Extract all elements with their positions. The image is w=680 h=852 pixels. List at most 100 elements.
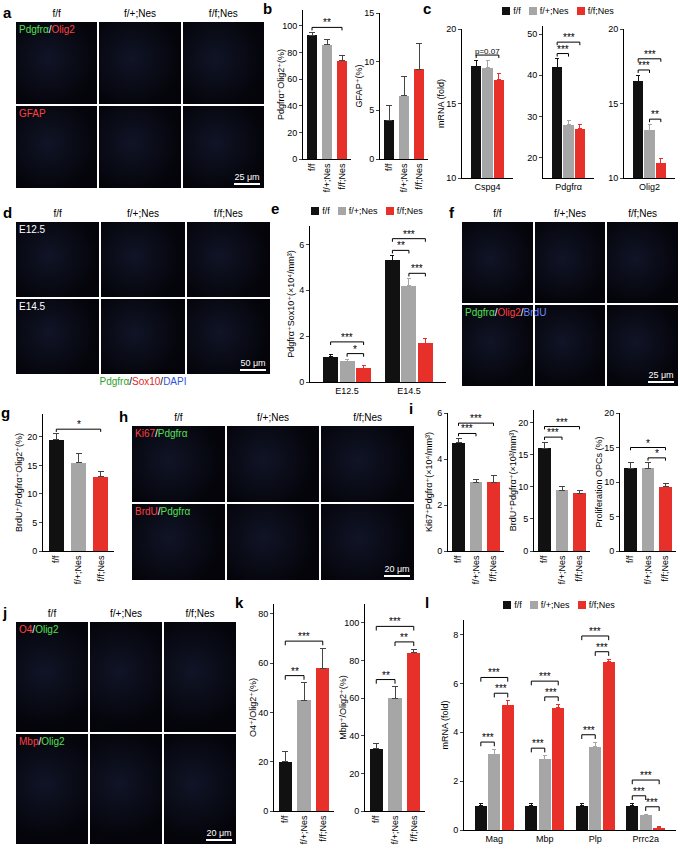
svg-text:***: ***	[583, 725, 595, 736]
svg-text:Proliferation OPCs (%): Proliferation OPCs (%)	[594, 436, 604, 527]
svg-text:f/+;Nes: f/+;Nes	[557, 555, 567, 584]
svg-text:p=0.07: p=0.07	[475, 47, 500, 56]
svg-text:f/f: f/f	[51, 555, 61, 563]
svg-text:2: 2	[299, 331, 304, 341]
svg-text:5: 5	[32, 518, 37, 528]
svg-text:Prrc2a: Prrc2a	[632, 834, 659, 844]
svg-text:0: 0	[354, 806, 359, 816]
svg-text:10: 10	[604, 477, 614, 487]
svg-text:6: 6	[299, 240, 304, 250]
svg-text:f/f;Nes: f/f;Nes	[409, 815, 419, 842]
svg-text:40: 40	[527, 70, 537, 80]
svg-text:10: 10	[608, 173, 618, 183]
svg-text:***: ***	[589, 626, 601, 637]
svg-text:***: ***	[539, 671, 551, 682]
svg-text:Pdgfrα⁺Sox10⁺(×10⁴/mm³): Pdgfrα⁺Sox10⁺(×10⁴/mm³)	[286, 250, 296, 357]
svg-text:50: 50	[527, 29, 537, 39]
svg-text:0: 0	[292, 154, 297, 164]
svg-text:40: 40	[258, 708, 268, 718]
svg-text:80: 80	[258, 609, 268, 619]
svg-text:20: 20	[604, 408, 614, 418]
svg-text:0: 0	[369, 154, 374, 164]
svg-text:f/+;Nes: f/+;Nes	[643, 555, 653, 584]
svg-text:20: 20	[287, 128, 297, 138]
svg-text:***: ***	[298, 631, 310, 642]
svg-text:f/f;Nes: f/f;Nes	[96, 555, 106, 582]
svg-text:f/f;Nes: f/f;Nes	[318, 815, 328, 842]
svg-text:4: 4	[453, 727, 458, 737]
svg-text:8: 8	[453, 630, 458, 640]
svg-text:100: 100	[344, 618, 359, 628]
svg-text:***: ***	[470, 413, 482, 424]
svg-text:20: 20	[527, 153, 537, 163]
svg-text:f/+;Nes: f/+;Nes	[471, 555, 481, 584]
svg-text:Pdgfrα: Pdgfrα	[555, 182, 582, 192]
svg-text:*: *	[353, 344, 357, 355]
svg-text:*: *	[77, 419, 81, 430]
svg-text:0: 0	[32, 546, 37, 556]
svg-text:***: ***	[596, 642, 608, 653]
svg-text:f/+;Nes: f/+;Nes	[73, 555, 83, 584]
svg-text:BrdU⁺/Pdgfrα⁺Olig2⁺(%): BrdU⁺/Pdgfrα⁺Olig2⁺(%)	[14, 433, 24, 532]
svg-text:f/f;Nes: f/f;Nes	[488, 555, 498, 582]
svg-text:GFAP⁺(%): GFAP⁺(%)	[354, 65, 364, 108]
svg-text:Mag: Mag	[486, 834, 504, 844]
svg-text:20: 20	[258, 757, 268, 767]
svg-text:***: ***	[644, 49, 656, 60]
svg-text:Pdgfrα⁺Olig2⁺(%): Pdgfrα⁺Olig2⁺(%)	[276, 49, 286, 120]
svg-text:10: 10	[27, 489, 37, 499]
svg-text:f/f;Nes: f/f;Nes	[414, 163, 424, 190]
svg-text:2: 2	[453, 776, 458, 786]
svg-text:Ki67⁺Pdgfrα⁺(×10⁴/mm³): Ki67⁺Pdgfrα⁺(×10⁴/mm³)	[424, 432, 434, 532]
svg-text:***: ***	[411, 263, 423, 274]
svg-text:0: 0	[453, 825, 458, 835]
svg-text:60: 60	[258, 658, 268, 668]
svg-text:80: 80	[287, 48, 297, 58]
svg-text:f/f: f/f	[539, 555, 549, 563]
svg-text:40: 40	[349, 731, 359, 741]
svg-text:Mbp⁺/Olig2⁺(%): Mbp⁺/Olig2⁺(%)	[338, 675, 348, 740]
svg-text:4: 4	[437, 454, 442, 464]
svg-text:**: **	[651, 109, 659, 120]
svg-text:15: 15	[27, 461, 37, 471]
svg-text:20: 20	[27, 432, 37, 442]
svg-text:40: 40	[287, 101, 297, 111]
svg-text:15: 15	[518, 450, 528, 460]
svg-text:f/+;Nes: f/+;Nes	[390, 815, 400, 844]
svg-text:BrdU⁺Pdgfrα⁺(×10³/mm³): BrdU⁺Pdgfrα⁺(×10³/mm³)	[508, 430, 518, 531]
svg-text:***: ***	[547, 427, 559, 438]
svg-text:80: 80	[349, 656, 359, 666]
svg-text:f/+;Nes: f/+;Nes	[322, 163, 332, 192]
svg-text:0: 0	[437, 546, 442, 556]
svg-text:***: ***	[640, 770, 652, 781]
svg-text:***: ***	[557, 44, 569, 55]
svg-text:f/f: f/f	[280, 815, 290, 823]
svg-text:**: **	[323, 17, 331, 28]
svg-text:6: 6	[453, 679, 458, 689]
svg-text:f/+;Nes: f/+;Nes	[299, 815, 309, 844]
svg-text:**: **	[291, 666, 299, 677]
svg-text:***: ***	[563, 32, 575, 43]
svg-text:f/f: f/f	[453, 555, 463, 563]
svg-text:O4⁺/Olig2⁺(%): O4⁺/Olig2⁺(%)	[248, 678, 258, 737]
svg-text:5: 5	[369, 105, 374, 115]
svg-text:***: ***	[638, 60, 650, 71]
svg-text:***: ***	[403, 229, 415, 240]
svg-text:***: ***	[461, 423, 473, 434]
svg-text:20: 20	[349, 769, 359, 779]
svg-text:Mbp: Mbp	[536, 834, 554, 844]
svg-text:***: ***	[556, 417, 568, 428]
svg-text:5: 5	[523, 514, 528, 524]
svg-text:6: 6	[437, 408, 442, 418]
svg-text:10: 10	[518, 482, 528, 492]
svg-text:f/f;Nes: f/f;Nes	[574, 555, 584, 582]
svg-text:Cspg4: Cspg4	[474, 182, 500, 192]
svg-text:0: 0	[299, 377, 304, 387]
svg-text:15: 15	[364, 8, 374, 18]
svg-text:20: 20	[446, 24, 456, 34]
svg-text:Plp: Plp	[589, 834, 602, 844]
svg-text:5: 5	[609, 512, 614, 522]
svg-text:20: 20	[518, 418, 528, 428]
svg-text:***: ***	[633, 786, 645, 797]
svg-text:**: **	[397, 240, 405, 251]
